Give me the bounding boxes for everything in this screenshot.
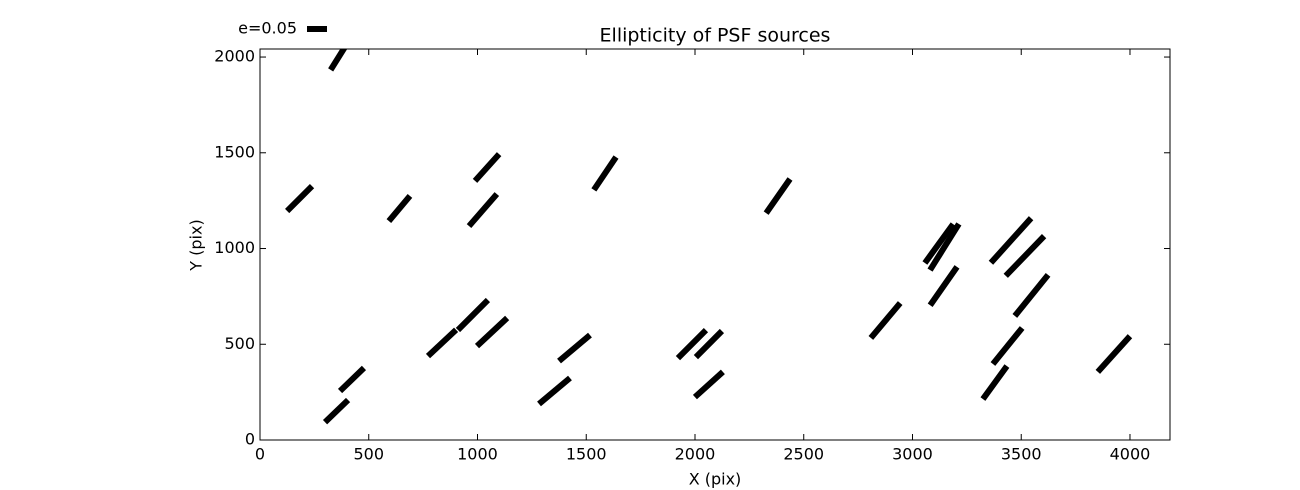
x-axis-label: X (pix) — [689, 470, 742, 489]
whisker — [980, 364, 1010, 401]
whisker — [425, 327, 459, 359]
whisker — [922, 222, 956, 265]
whisker — [537, 375, 572, 407]
y-tick-label: 0 — [245, 430, 255, 449]
x-tick-label: 1000 — [457, 445, 498, 464]
whisker — [328, 49, 348, 72]
key-label: e=0.05 — [238, 19, 297, 38]
plot-frame — [259, 48, 1171, 441]
x-tick-label: 3000 — [892, 445, 933, 464]
x-tick-label: 2500 — [783, 445, 824, 464]
y-tick-label: 1000 — [214, 238, 255, 257]
whisker — [386, 194, 413, 223]
whisker — [1012, 273, 1051, 318]
whisker — [927, 265, 960, 307]
whisker — [675, 327, 709, 361]
y-tick-label: 1500 — [214, 142, 255, 161]
x-tick-label: 2000 — [675, 445, 716, 464]
whisker — [322, 397, 351, 425]
whisker — [285, 183, 315, 214]
whisker — [557, 332, 592, 364]
whisker — [1095, 334, 1133, 374]
whisker — [927, 222, 962, 272]
y-tick-label: 2000 — [214, 47, 255, 66]
chart-title: Ellipticity of PSF sources — [600, 25, 831, 47]
whisker — [591, 155, 619, 192]
whisker — [472, 152, 502, 183]
whisker — [692, 369, 725, 400]
whisker-layer — [285, 49, 1133, 425]
x-tick-label: 0 — [255, 445, 265, 464]
whisker — [337, 365, 367, 394]
whisker — [466, 192, 500, 229]
x-tick-label: 500 — [353, 445, 384, 464]
whisker — [868, 301, 903, 340]
whisker — [1003, 234, 1047, 278]
whisker — [693, 328, 725, 360]
y-tick-label: 500 — [224, 334, 255, 353]
whisker — [763, 177, 793, 215]
whisker — [990, 326, 1025, 366]
whisker — [988, 216, 1034, 265]
x-tick-label: 3500 — [1001, 445, 1042, 464]
x-tick-label: 4000 — [1110, 445, 1151, 464]
y-axis-label: Y (pix) — [187, 219, 206, 271]
whisker — [474, 315, 510, 349]
whisker — [455, 297, 491, 333]
x-tick-label: 1500 — [566, 445, 607, 464]
